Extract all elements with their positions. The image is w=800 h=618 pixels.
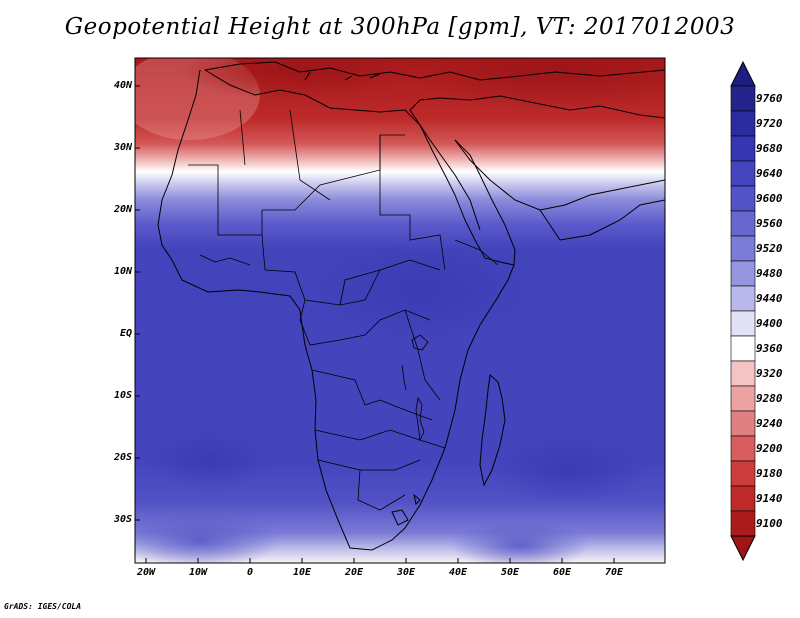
- axis-ticks: [135, 85, 615, 563]
- colorbar: [730, 60, 756, 562]
- colorbar-box: [730, 435, 756, 462]
- colorbar-label: 9760: [756, 91, 783, 105]
- country-borders: [188, 109, 499, 511]
- colorbar-label: 9180: [756, 466, 783, 480]
- lon-label-0: 0: [246, 567, 254, 578]
- lat-label-30s: 30S: [113, 514, 132, 525]
- colorbar-box: [730, 235, 756, 262]
- colorbar-label: 9600: [756, 191, 783, 205]
- colorbar-label: 9440: [756, 291, 783, 305]
- credit-text: GrADS: IGES/COLA: [4, 602, 82, 611]
- height-field: [135, 58, 665, 563]
- colorbar-label: 9360: [756, 341, 783, 355]
- plot-frame: [134, 57, 666, 564]
- colorbar-box: [730, 110, 756, 137]
- colorbar-box: [730, 510, 756, 537]
- lat-label-40n: 40N: [113, 80, 132, 91]
- colorbar-box: [730, 360, 756, 387]
- colorbar-box: [730, 410, 756, 437]
- lat-label-30n: 30N: [113, 142, 132, 153]
- colorbar-box: [730, 185, 756, 212]
- lat-label-20s: 20S: [113, 452, 132, 463]
- lon-label-60e: 60E: [552, 567, 572, 578]
- colorbar-label: 9560: [756, 216, 783, 230]
- lon-label-20w: 20W: [136, 567, 156, 578]
- colorbar-box: [730, 460, 756, 487]
- colorbar-label: 9240: [756, 416, 783, 430]
- colorbar-label: 9200: [756, 441, 783, 455]
- colorbar-label: 9280: [756, 391, 783, 405]
- colorbar-box: [730, 210, 756, 237]
- colorbar-label: 9400: [756, 316, 783, 330]
- lat-label-20n: 20N: [113, 204, 132, 215]
- colorbar-top-arrow: [730, 60, 756, 87]
- lon-label-70e: 70E: [604, 567, 624, 578]
- colorbar-label: 9100: [756, 516, 783, 530]
- lon-label-40e: 40E: [448, 567, 468, 578]
- lon-label-30e: 30E: [396, 567, 416, 578]
- colorbar-box: [730, 285, 756, 312]
- colorbar-box: [730, 260, 756, 287]
- colorbar-label: 9520: [756, 241, 783, 255]
- colorbar-label: 9320: [756, 366, 783, 380]
- colorbar-box: [730, 160, 756, 187]
- colorbar-box: [730, 135, 756, 162]
- lon-label-10w: 10W: [188, 567, 208, 578]
- lat-label-10s: 10S: [113, 390, 132, 401]
- colorbar-bottom-arrow: [730, 535, 756, 562]
- colorbar-label: 9480: [756, 266, 783, 280]
- colorbar-box: [730, 335, 756, 362]
- lat-label-eq: EQ: [119, 328, 132, 339]
- colorbar-box: [730, 85, 756, 112]
- coastlines: [157, 61, 665, 551]
- lon-label-20e: 20E: [344, 567, 364, 578]
- lon-label-10e: 10E: [292, 567, 312, 578]
- colorbar-label: 9640: [756, 166, 783, 180]
- chart-title: Geopotential Height at 300hPa [gpm], VT:…: [64, 14, 736, 40]
- colorbar-box: [730, 485, 756, 512]
- lakes: [401, 334, 429, 442]
- colorbar-label: 9680: [756, 141, 783, 155]
- colorbar-label: 9140: [756, 491, 783, 505]
- colorbar-box: [730, 385, 756, 412]
- lon-label-50e: 50E: [500, 567, 520, 578]
- colorbar-label: 9720: [756, 116, 783, 130]
- lat-label-10n: 10N: [113, 266, 132, 277]
- colorbar-box: [730, 310, 756, 337]
